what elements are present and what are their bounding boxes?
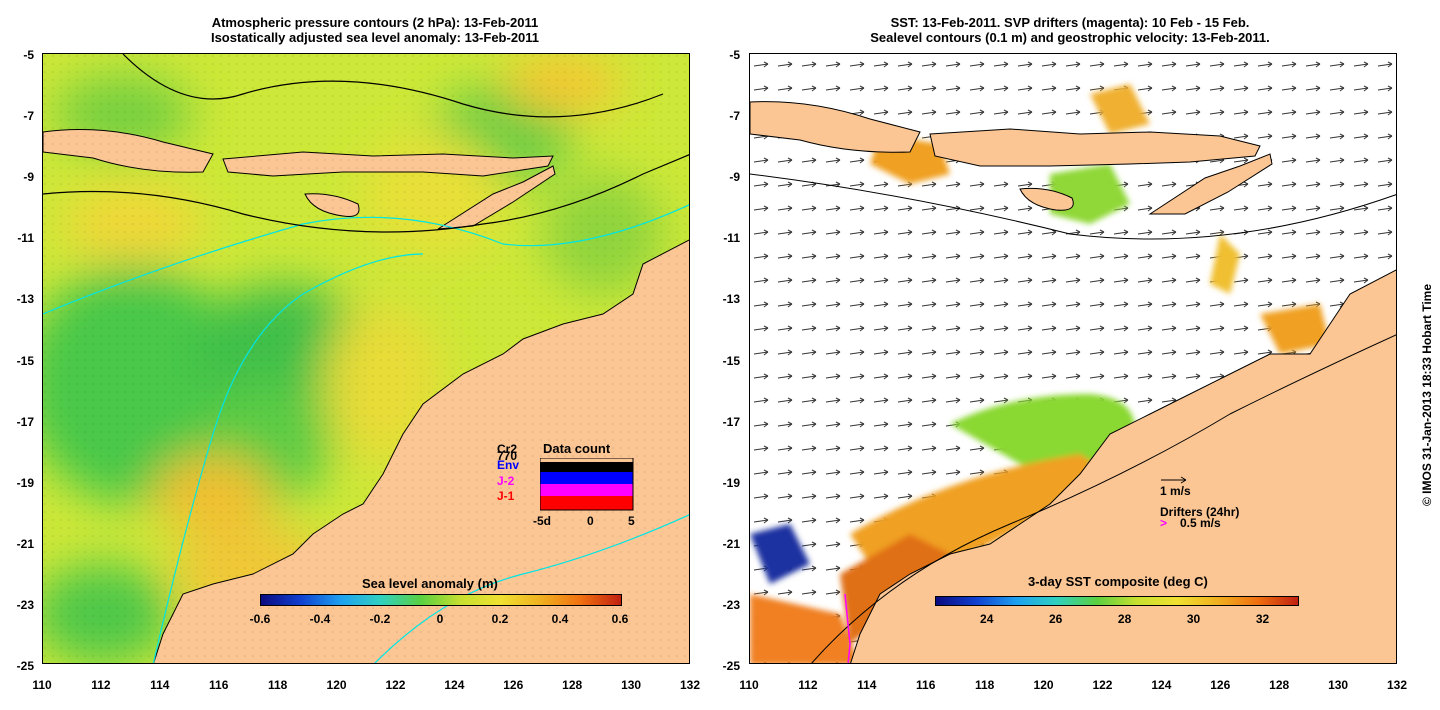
axis-tick-label: -13 [722,292,740,307]
axis-tick-label: -9 [729,170,740,185]
axis-tick-label: 124 [444,678,465,692]
sst-map-svg [750,54,1396,663]
velocity-scale-label: 1 m/s [1160,484,1191,498]
axis-tick-label: 110 [739,678,759,692]
colorbar-tick-label: -0.6 [249,612,271,626]
axis-tick-label: 112 [798,678,818,692]
data-count-label-env: Env [497,458,520,472]
axis-tick-label: -7 [23,109,34,124]
axis-tick-label: 114 [150,678,170,692]
axis-tick-label: -23 [16,597,34,612]
axis-tick-label: -5 [729,48,740,62]
sla-map-svg [43,54,689,663]
axis-tick-label: 130 [1328,678,1349,692]
axis-tick-label: 126 [1210,678,1231,692]
axis-tick-label: -19 [722,475,740,490]
data-count-label-j1: J-1 [497,489,515,503]
axis-tick-label: 130 [621,678,642,692]
imos-credit: © IMOS 31-Jan-2013 18:33 Hobart Time [1420,283,1434,507]
axis-tick-label: 116 [916,678,936,692]
colorbar-tick-label: 30 [1186,612,1201,626]
axis-tick-label: 128 [562,678,583,692]
axis-tick-label: 122 [1092,678,1113,692]
left-title: Atmospheric pressure contours (2 hPa): 1… [120,15,630,45]
axis-tick-label: 116 [209,678,229,692]
axis-tick-label: -23 [722,597,740,612]
axis-tick-label: -7 [729,109,740,124]
colorbar-tick-label: -0.2 [369,612,391,626]
axis-tick-label: -25 [16,659,34,673]
data-count-bars [540,458,634,511]
sst-velocity-map [749,53,1397,664]
axis-tick-label: -15 [722,353,740,368]
left-title-line1: Atmospheric pressure contours (2 hPa): 1… [211,15,539,30]
axis-tick-label: 126 [503,678,524,692]
axis-tick-label: 114 [857,678,877,692]
data-count-label-j2: J-2 [497,474,515,488]
sst-land [750,101,1396,663]
axis-tick-label: -25 [722,659,740,673]
axis-tick-label: 132 [1386,678,1408,692]
axis-tick-label: 124 [1151,678,1172,692]
drifters-label: Drifters (24hr) [1160,505,1240,519]
axis-tick-label: -19 [16,475,34,490]
axis-tick-label: 120 [1033,678,1054,692]
colorbar-tick-label: 28 [1117,612,1132,626]
axis-tick-label: -17 [16,414,34,429]
colorbar-tick-label: 0.2 [491,612,509,626]
sla-colorbar-title: Sea level anomaly (m) [362,576,498,591]
axis-tick-label: -21 [722,536,740,551]
svp-drifter-track [844,593,851,663]
colorbar-tick-label: 26 [1048,612,1063,626]
colorbar-tick-label: 0 [436,612,444,626]
axis-tick-label: -15 [16,353,34,368]
axis-tick-label: -17 [722,414,740,429]
sea-level-anomaly-map [42,53,690,664]
axis-tick-label: -9 [23,170,34,185]
right-title: SST: 13-Feb-2011. SVP drifters (magenta)… [790,15,1350,45]
drifter-scale-label: 0.5 m/s [1180,516,1221,530]
velocity-scale-arrow [1161,476,1187,484]
drifter-arrow-icon: > [1160,516,1168,530]
sst-colorbar-title: 3-day SST composite (deg C) [1028,574,1208,589]
axis-tick-label: 112 [91,678,111,692]
axis-tick-label: 118 [267,678,288,692]
colorbar-tick-label: -0.4 [309,612,331,626]
right-title-line1: SST: 13-Feb-2011. SVP drifters (magenta)… [890,15,1250,30]
axis-tick-label: -11 [17,231,34,246]
axis-tick-label: 132 [679,678,701,692]
axis-tick-label: -11 [723,231,740,246]
axis-tick-label: 118 [974,678,995,692]
data-count-title: Data count [543,441,611,456]
sla-colorbar [260,594,622,606]
colorbar-tick-label: 32 [1255,612,1270,626]
axis-tick-label: 120 [326,678,347,692]
colorbar-tick-label: 0.6 [611,612,629,626]
axis-tick-label: 110 [32,678,52,692]
right-title-line2: Sealevel contours (0.1 m) and geostrophi… [870,30,1270,45]
data-count-label-cr2: Cr2 [497,442,518,456]
sla-contours [43,54,689,663]
colorbar-tick-label: 0.4 [551,612,569,626]
axis-tick-label: -5 [23,48,34,62]
sst-colorbar [935,596,1299,606]
data-count-tick-start: -5d [533,514,551,528]
pressure-dots [43,54,689,663]
axis-tick-label: 128 [1269,678,1290,692]
colorbar-tick-label: 24 [980,612,994,626]
data-count-label-770: 770 [497,449,518,463]
axis-tick-label: -13 [16,292,34,307]
data-count-tick-zero: 0 [587,514,594,528]
data-count-tick-end: 5 [628,514,635,528]
axis-tick-label: 122 [385,678,406,692]
axis-tick-label: -21 [16,536,34,551]
sealevel-contours [750,173,1396,663]
left-title-line2: Isostatically adjusted sea level anomaly… [210,30,540,45]
